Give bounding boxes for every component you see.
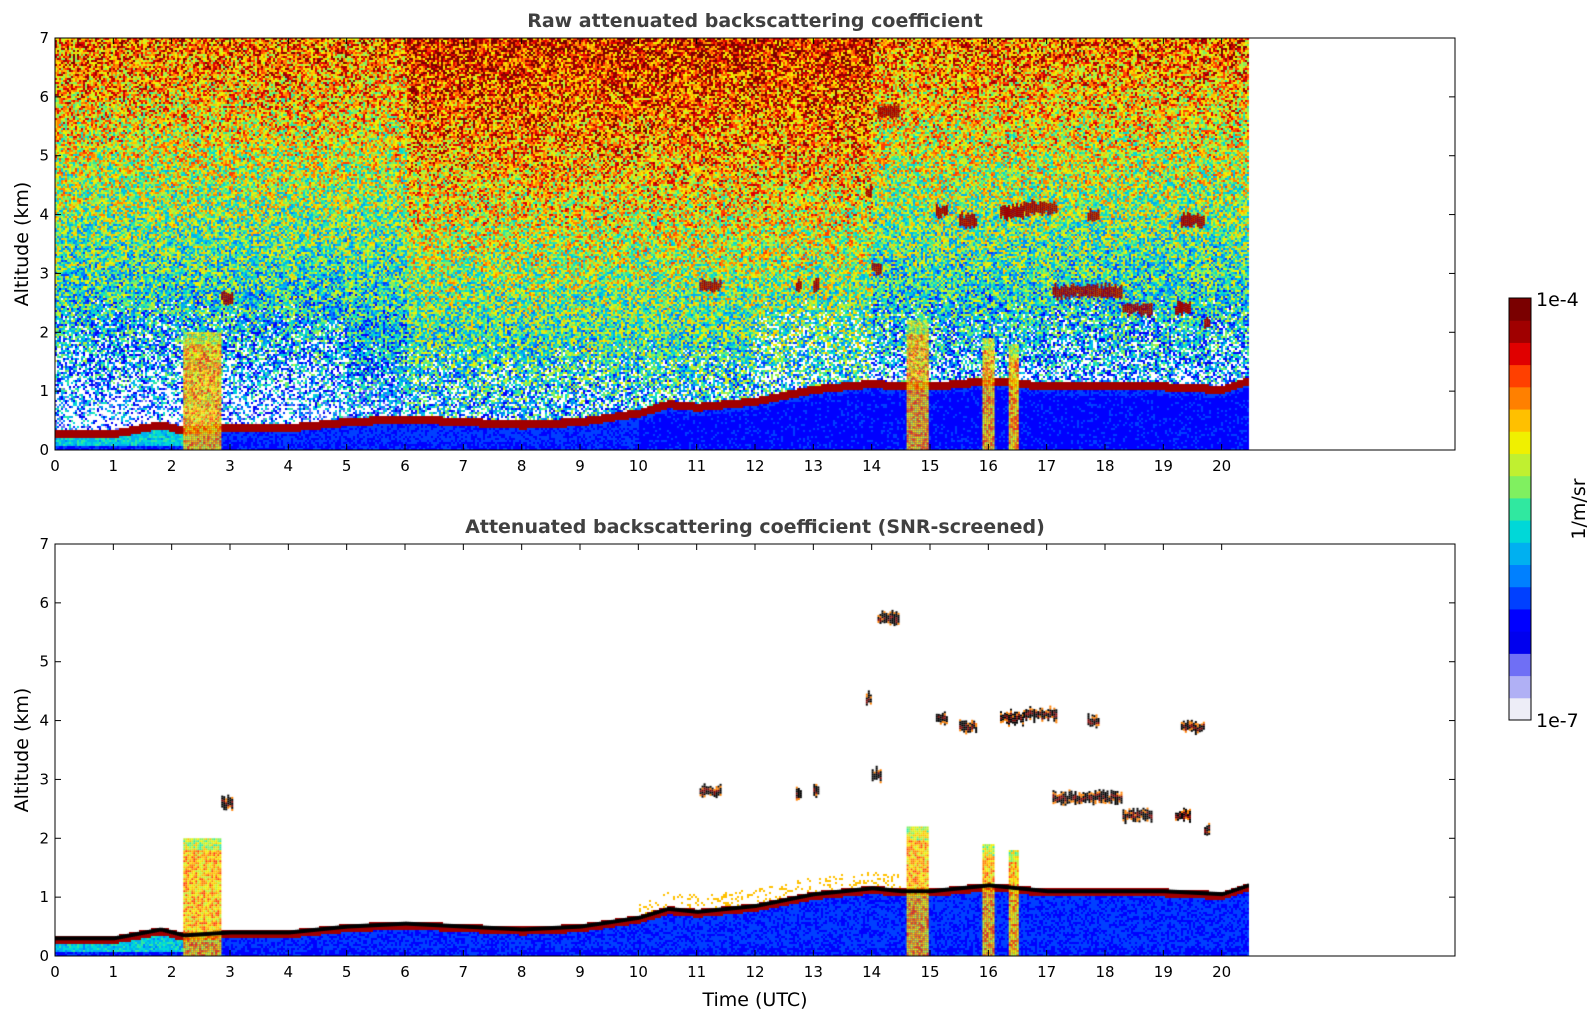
x-tick-label: 5 [342, 457, 352, 475]
x-tick-label: 13 [804, 457, 823, 475]
panel2-xlabel: Time (UTC) [701, 989, 807, 1011]
y-tick-label: 0 [39, 947, 49, 965]
y-tick-label: 4 [39, 712, 49, 730]
colorbar-step [1509, 386, 1531, 410]
x-tick-label: 4 [284, 963, 294, 981]
x-tick-label: 3 [225, 457, 235, 475]
y-tick-label: 3 [39, 264, 49, 282]
x-tick-label: 0 [50, 457, 60, 475]
colorbar-step [1509, 320, 1531, 343]
colorbar-step [1509, 631, 1531, 654]
x-tick-label: 12 [745, 963, 764, 981]
x-tick-label: 4 [284, 457, 294, 475]
x-tick-label: 20 [1212, 963, 1231, 981]
colorbar [1509, 298, 1531, 721]
heatmap-image [55, 38, 1455, 450]
colorbar-step [1509, 453, 1531, 477]
x-tick-label: 3 [225, 963, 235, 981]
x-tick-label: 13 [804, 963, 823, 981]
panel2-heatmap [55, 544, 1455, 956]
y-tick-label: 1 [39, 382, 49, 400]
y-tick-label: 0 [39, 441, 49, 459]
colorbar-label: 1/m/sr [1568, 478, 1590, 539]
x-tick-label: 1 [109, 457, 119, 475]
colorbar-step [1509, 653, 1531, 677]
y-tick-label: 6 [39, 594, 49, 612]
colorbar-step [1509, 697, 1531, 721]
x-tick-label: 9 [575, 457, 585, 475]
x-tick-label: 2 [167, 963, 177, 981]
colorbar-step [1509, 431, 1531, 454]
x-tick-label: 11 [687, 963, 706, 981]
x-tick-label: 0 [50, 963, 60, 981]
y-tick-label: 2 [39, 323, 49, 341]
x-tick-label: 10 [629, 457, 648, 475]
colorbar-step [1509, 364, 1531, 388]
y-tick-label: 3 [39, 770, 49, 788]
x-tick-label: 19 [1154, 963, 1173, 981]
x-tick-label: 17 [1037, 457, 1056, 475]
y-tick-label: 4 [39, 206, 49, 224]
colorbar-step [1509, 497, 1531, 521]
y-tick-label: 7 [39, 29, 49, 47]
x-tick-label: 18 [1095, 963, 1114, 981]
x-tick-label: 11 [687, 457, 706, 475]
y-tick-label: 7 [39, 535, 49, 553]
x-tick-label: 17 [1037, 963, 1056, 981]
x-tick-label: 9 [575, 963, 585, 981]
x-tick-label: 5 [342, 963, 352, 981]
panel1-ylabel: Altitude (km) [11, 182, 33, 307]
x-tick-label: 6 [400, 457, 410, 475]
y-tick-label: 5 [39, 653, 49, 671]
x-tick-label: 19 [1154, 457, 1173, 475]
x-tick-label: 14 [862, 963, 881, 981]
x-tick-label: 8 [517, 457, 527, 475]
x-tick-label: 20 [1212, 457, 1231, 475]
x-tick-label: 16 [979, 963, 998, 981]
colorbar-min-label: 1e-7 [1536, 710, 1579, 732]
x-tick-label: 10 [629, 963, 648, 981]
heatmap-image [55, 544, 1455, 956]
panel2-title: Attenuated backscattering coefficient (S… [465, 516, 1045, 538]
colorbar-step [1509, 475, 1531, 499]
colorbar-step [1509, 586, 1531, 610]
panel1-heatmap [55, 38, 1455, 450]
x-tick-label: 16 [979, 457, 998, 475]
x-tick-label: 7 [459, 963, 469, 981]
colorbar-step [1509, 542, 1531, 566]
panel1-title: Raw attenuated backscattering coefficien… [527, 10, 983, 32]
x-tick-label: 1 [109, 963, 119, 981]
colorbar-max-label: 1e-4 [1536, 289, 1579, 311]
colorbar-step [1509, 608, 1531, 632]
x-tick-label: 15 [920, 457, 939, 475]
x-tick-label: 18 [1095, 457, 1114, 475]
panel2-ylabel: Altitude (km) [11, 688, 33, 813]
colorbar-step [1509, 298, 1531, 321]
x-tick-label: 7 [459, 457, 469, 475]
colorbar-step [1509, 564, 1531, 588]
y-tick-label: 6 [39, 88, 49, 106]
x-tick-label: 2 [167, 457, 177, 475]
x-tick-label: 8 [517, 963, 527, 981]
colorbar-step [1509, 675, 1531, 699]
x-tick-label: 12 [745, 457, 764, 475]
colorbar-step [1509, 342, 1531, 366]
colorbar-step [1509, 409, 1531, 432]
x-tick-label: 6 [400, 963, 410, 981]
colorbar-step [1509, 520, 1531, 543]
x-tick-label: 14 [862, 457, 881, 475]
colorbar-frame [1508, 297, 1532, 721]
y-tick-label: 2 [39, 829, 49, 847]
x-tick-label: 15 [920, 963, 939, 981]
y-tick-label: 5 [39, 147, 49, 165]
y-tick-label: 1 [39, 888, 49, 906]
